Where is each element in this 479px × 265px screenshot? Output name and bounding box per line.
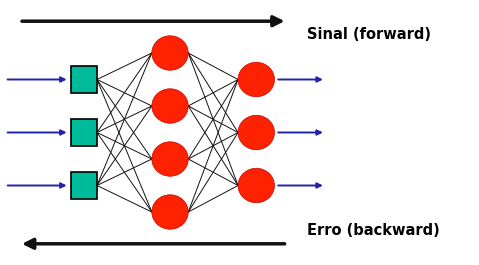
Ellipse shape <box>152 195 188 229</box>
Text: Erro (backward): Erro (backward) <box>307 223 439 238</box>
Ellipse shape <box>152 89 188 123</box>
Ellipse shape <box>152 36 188 70</box>
Bar <box>70 119 97 146</box>
Ellipse shape <box>238 62 274 97</box>
Ellipse shape <box>238 115 274 150</box>
Bar <box>70 172 97 199</box>
Text: Sinal (forward): Sinal (forward) <box>307 27 431 42</box>
Ellipse shape <box>152 142 188 176</box>
Bar <box>70 66 97 93</box>
Ellipse shape <box>238 168 274 203</box>
